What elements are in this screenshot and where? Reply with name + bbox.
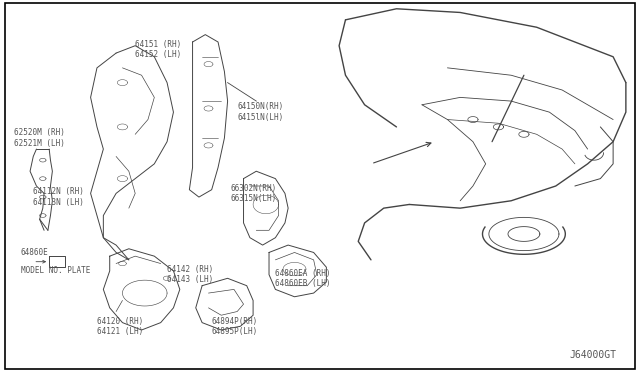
- Text: 64860E: 64860E: [20, 248, 48, 257]
- Text: 64151 (RH)
64152 (LH): 64151 (RH) 64152 (LH): [135, 40, 182, 59]
- Text: MODEL NO. PLATE: MODEL NO. PLATE: [20, 266, 90, 275]
- Text: J64000GT: J64000GT: [570, 350, 616, 359]
- Text: 64150N(RH)
6415lN(LH): 64150N(RH) 6415lN(LH): [237, 102, 284, 122]
- Text: 62520M (RH)
62521M (LH): 62520M (RH) 62521M (LH): [14, 128, 65, 148]
- Text: 66302N(RH)
66315N(LH): 66302N(RH) 66315N(LH): [231, 184, 277, 203]
- Text: 64142 (RH)
64143 (LH): 64142 (RH) 64143 (LH): [167, 265, 213, 284]
- Text: 64112N (RH)
64113N (LH): 64112N (RH) 64113N (LH): [33, 187, 84, 207]
- Text: 64894P(RH)
64895P(LH): 64894P(RH) 64895P(LH): [212, 317, 258, 336]
- Text: 64120 (RH)
64121 (LH): 64120 (RH) 64121 (LH): [97, 317, 143, 336]
- Text: 64860EA (RH)
64860EB (LH): 64860EA (RH) 64860EB (LH): [275, 269, 331, 288]
